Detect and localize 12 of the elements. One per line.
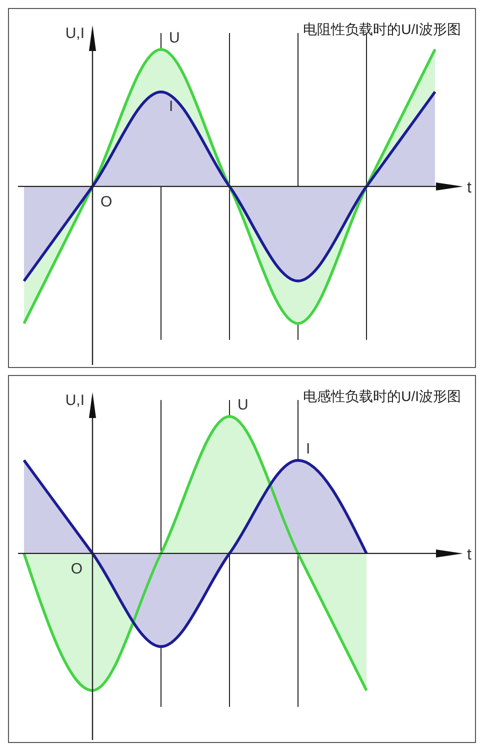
series-label: I (306, 440, 310, 458)
x-axis-title: t (467, 179, 472, 196)
x-axis-title: t (467, 546, 472, 564)
chart-title: 电阻性负载时的U/I波形图 (303, 21, 461, 37)
series-label: I (169, 98, 174, 115)
annotation: O (70, 560, 82, 578)
chart-title: 电感性负载时的U/I波形图 (303, 388, 461, 404)
y-axis-title: U,I (65, 25, 84, 42)
series-label: U (238, 396, 248, 414)
series-label: U (169, 29, 180, 46)
y-axis-title: U,I (65, 392, 84, 409)
annotation: O (100, 193, 112, 210)
